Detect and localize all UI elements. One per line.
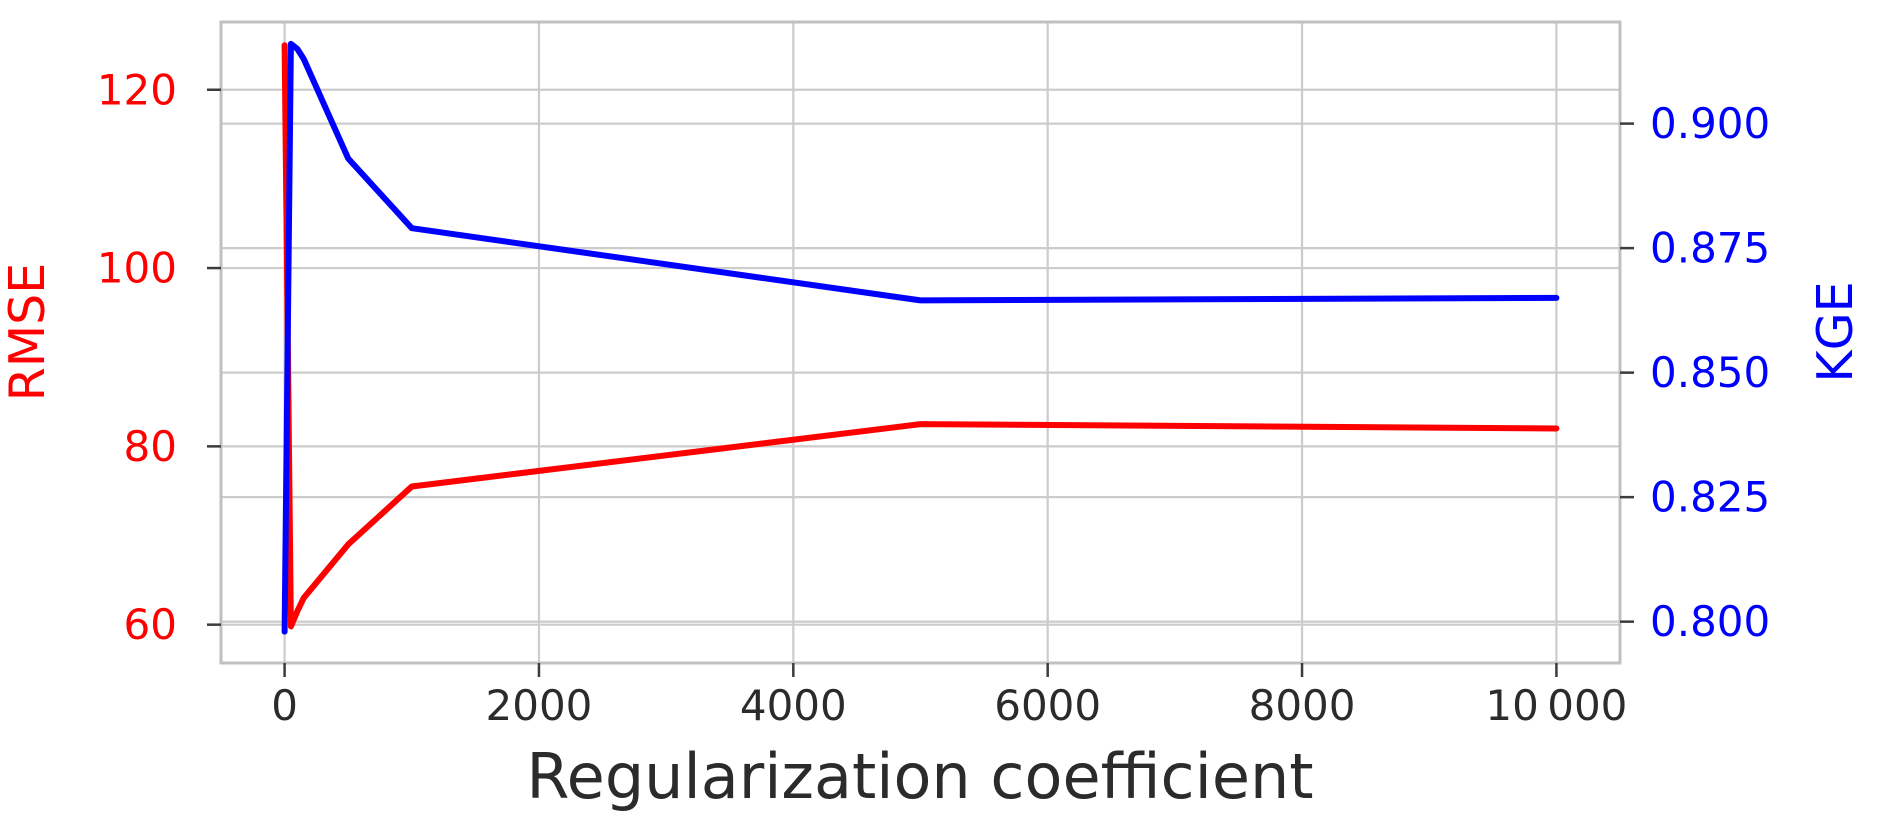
series-layer (281, 40, 1560, 635)
y-left-tick-label: 100 (97, 244, 177, 293)
plot-border (219, 20, 1622, 665)
y-left-tick-label: 60 (124, 600, 177, 649)
kge-line (281, 40, 1560, 635)
y-axis-title-right: KGE (1807, 281, 1864, 382)
y-left-tick-label: 120 (97, 65, 177, 114)
x-tick-label: 2000 (486, 681, 593, 730)
y-right-tick-label: 0.900 (1650, 99, 1770, 148)
y-right-tick-label: 0.875 (1650, 224, 1770, 273)
y-right-tick-label: 0.825 (1650, 473, 1770, 522)
x-tick-label: 10 000 (1485, 681, 1627, 730)
y-right-tick-label: 0.850 (1650, 348, 1770, 397)
y-left-tick-label: 80 (124, 422, 177, 471)
x-tick-label: 8000 (1249, 681, 1356, 730)
tick-layer (207, 88, 1634, 677)
x-tick-label: 0 (271, 681, 298, 730)
rmse-line (281, 42, 1560, 630)
grid-layer (221, 22, 1620, 663)
x-axis-title: Regularization coefficient (526, 740, 1313, 813)
y-right-tick-label: 0.800 (1650, 597, 1770, 646)
x-tick-label: 4000 (740, 681, 847, 730)
x-tick-label: 6000 (994, 681, 1101, 730)
tick-label-layer: 60 80 100 120 0.800 0.825 0.850 0.875 0.900 0 2000… (97, 65, 1770, 730)
y-axis-title-left: RMSE (0, 263, 56, 401)
